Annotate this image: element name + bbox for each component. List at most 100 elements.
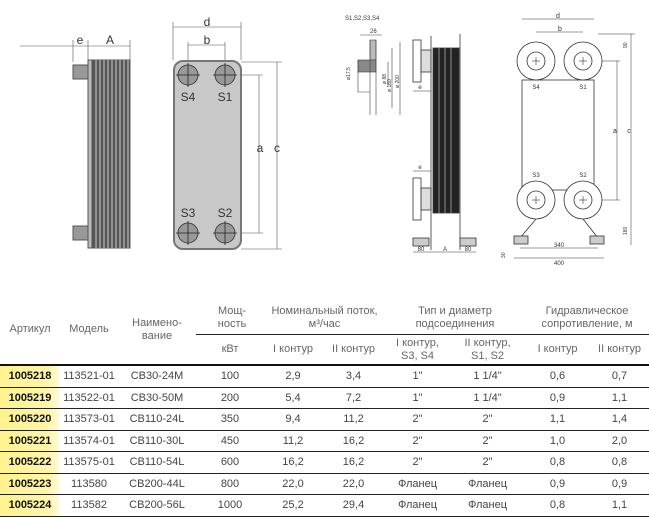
cell-power: 450 <box>196 430 264 452</box>
cell-res2: 0,7 <box>590 365 649 388</box>
small-front-view <box>172 22 282 250</box>
cell-conn1: 2" <box>385 451 450 474</box>
cell-conn2: 1 1/4" <box>450 365 526 388</box>
cell-name: CB110-24L <box>118 408 196 431</box>
cell-model: 113521-01 <box>60 365 118 388</box>
detail-d160: ø 160 <box>387 79 393 92</box>
cell-article: 1005223 <box>0 473 60 495</box>
subheader-power-unit: кВт <box>196 334 264 366</box>
cell-power: 350 <box>196 408 264 431</box>
table-row: 1005221 113574-01 CB110-30L 450 11,2 16,2 2" 2"… <box>0 430 649 452</box>
cell-flow2: 11,2 <box>322 408 385 431</box>
cell-article: 1005220 <box>0 408 60 431</box>
cell-article: 1005219 <box>0 387 60 409</box>
header-power: Мощ-ность <box>196 295 264 335</box>
dim-e: e <box>77 33 84 47</box>
subheader-flow2: II контур <box>322 334 385 366</box>
detail-title: S1,S2,S3,S4 <box>345 16 380 22</box>
cell-conn2: 2" <box>450 451 526 474</box>
header-connection: Тип и диаметр подсоединения <box>385 295 526 335</box>
cell-name: CB200-44L <box>118 473 196 495</box>
cell-flow2: 7,2 <box>322 387 385 409</box>
detail-d17: ø17,5 <box>346 67 352 80</box>
cell-conn1: Фланец <box>385 494 450 517</box>
side-foot-left: 80 <box>418 247 425 253</box>
cell-flow2: 3,4 <box>322 365 385 388</box>
subheader-conn1: I контур, S3, S4 <box>385 334 450 366</box>
cell-flow2: 22,0 <box>322 473 385 495</box>
cell-res2: 1,1 <box>590 387 649 409</box>
cell-conn1: 1" <box>385 365 450 388</box>
table-row: 1005222 113575-01 CB110-54L 600 16,2 16,2 2" 2"… <box>0 451 649 474</box>
cell-flow1: 9,4 <box>264 408 322 431</box>
port-s2: S2 <box>218 206 233 220</box>
flange-detail <box>357 34 401 115</box>
large-front-view <box>513 18 635 259</box>
cell-conn2: 2" <box>450 408 526 431</box>
dim-a: a <box>257 141 264 155</box>
subheader-conn2: II контур, S1, S2 <box>450 334 526 366</box>
cell-article: 1005222 <box>0 451 60 474</box>
large-dim-340: 340 <box>554 243 565 249</box>
detail-d200: ø 200 <box>395 75 401 88</box>
dim-c: c <box>274 141 280 155</box>
cell-conn1: 2" <box>385 430 450 452</box>
large-port-s2: S2 <box>579 173 587 179</box>
cell-res1: 1,0 <box>525 430 591 452</box>
large-dim-a: a <box>613 128 617 135</box>
cell-conn1: Фланец <box>385 473 450 495</box>
specs-table: Артикул Модель Наимено-вание Мощ-ность Н… <box>0 295 649 517</box>
table-row: 1005218 113521-01 CB30-24M 100 2,9 3,4 1" 1 1/4… <box>0 365 649 388</box>
cell-power: 600 <box>196 451 264 474</box>
table-row: 1005223 113580 CB200-44L 800 22,0 22,0 Фланец Ф… <box>0 473 649 495</box>
cell-power: 200 <box>196 387 264 409</box>
large-port-s3: S3 <box>532 173 540 179</box>
large-port-s1: S1 <box>579 85 587 91</box>
cell-res2: 0,9 <box>590 473 649 495</box>
cell-conn1: 1" <box>385 387 450 409</box>
cell-conn2: Фланец <box>450 473 526 495</box>
cell-model: 113522-01 <box>60 387 118 409</box>
table-row: 1005224 113582 CB200-56L 1000 25,2 29,4 Фланец… <box>0 494 649 517</box>
cell-power: 800 <box>196 473 264 495</box>
cell-flow2: 16,2 <box>322 430 385 452</box>
cell-res1: 0,9 <box>525 473 591 495</box>
side-e-top: e <box>418 85 422 91</box>
cell-res1: 0,9 <box>525 387 591 409</box>
cell-conn2: Фланец <box>450 494 526 517</box>
detail-26: 26 <box>370 29 377 35</box>
cell-flow1: 16,2 <box>264 451 322 474</box>
cell-power: 1000 <box>196 494 264 517</box>
header-name: Наимено-вание <box>118 295 196 366</box>
header-model: Модель <box>60 295 118 366</box>
cell-article: 1005221 <box>0 430 60 452</box>
subheader-res2: II контур <box>590 334 649 366</box>
cell-res1: 0,8 <box>525 494 591 517</box>
port-s3: S3 <box>181 206 196 220</box>
cell-model: 113582 <box>60 494 118 517</box>
cell-conn1: 2" <box>385 408 450 431</box>
large-port-s4: S4 <box>532 85 540 91</box>
large-dim-d: d <box>556 13 560 20</box>
cell-model: 113573-01 <box>60 408 118 431</box>
cell-res1: 1,1 <box>525 408 591 431</box>
cell-flow1: 25,2 <box>264 494 322 517</box>
side-e-bottom: e <box>418 165 422 171</box>
cell-name: CB110-54L <box>118 451 196 474</box>
cell-conn2: 2" <box>450 430 526 452</box>
dim-A: A <box>106 33 114 47</box>
cell-article: 1005218 <box>0 365 60 388</box>
cell-model: 113580 <box>60 473 118 495</box>
cell-model: 113575-01 <box>60 451 118 474</box>
large-dim-400: 400 <box>554 261 565 267</box>
cell-res1: 0,6 <box>525 365 591 388</box>
side-A: A <box>443 247 447 253</box>
detail-d88: ø 88 <box>382 74 388 84</box>
cell-name: CB110-30L <box>118 430 196 452</box>
cell-conn2: 1 1/4" <box>450 387 526 409</box>
dim-b: b <box>204 33 211 47</box>
cell-flow2: 16,2 <box>322 451 385 474</box>
cell-res1: 0,8 <box>525 451 591 474</box>
header-resistance: Гидравлическое сопротивление, м <box>525 295 649 335</box>
large-dim-180: 180 <box>623 226 629 235</box>
